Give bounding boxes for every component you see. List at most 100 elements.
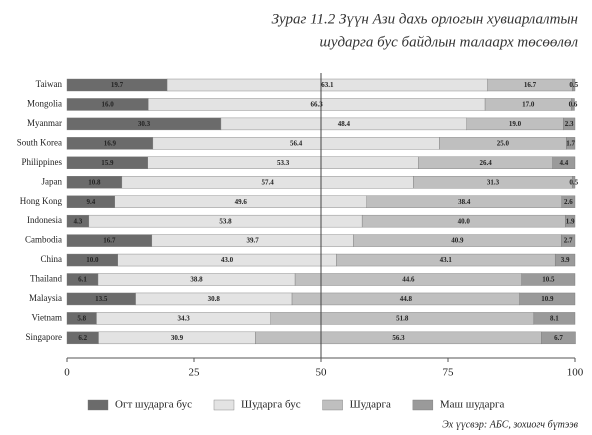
value-label: 26.4 bbox=[479, 159, 492, 167]
chart-title: шударга бус байдлын талаарх төсөөлөл bbox=[320, 34, 579, 50]
y-tick-label: Taiwan bbox=[36, 79, 63, 89]
value-label: 10.8 bbox=[88, 178, 101, 186]
value-label: 30.8 bbox=[208, 295, 221, 303]
value-label: 40.9 bbox=[451, 237, 464, 245]
x-tick-label: 100 bbox=[567, 367, 584, 379]
value-label: 53.3 bbox=[277, 159, 290, 167]
bar-segment bbox=[572, 78, 576, 92]
bar-segment bbox=[541, 331, 576, 345]
x-tick-label: 50 bbox=[316, 367, 328, 379]
value-label: 38.4 bbox=[458, 198, 471, 206]
y-tick-label: Japan bbox=[42, 176, 63, 186]
value-label: 19.0 bbox=[509, 120, 522, 128]
legend-label: Огт шударга бус bbox=[115, 399, 192, 411]
value-label: 51.8 bbox=[396, 315, 409, 323]
value-label: 43.0 bbox=[221, 256, 234, 264]
bar-segment bbox=[566, 137, 576, 150]
value-label: 2.6 bbox=[564, 198, 573, 206]
bar-segment bbox=[563, 117, 576, 131]
value-label: 31.3 bbox=[487, 178, 500, 186]
bar-segment bbox=[554, 253, 576, 267]
bar-segment bbox=[561, 195, 576, 208]
x-tick-label: 75 bbox=[443, 367, 455, 379]
value-label: 30.3 bbox=[138, 120, 151, 128]
value-label: 9.4 bbox=[87, 198, 96, 206]
legend-label: Маш шударга bbox=[440, 399, 505, 411]
legend-swatch bbox=[87, 399, 109, 411]
value-label: 0.5 bbox=[569, 81, 578, 89]
value-label: 25.0 bbox=[497, 139, 510, 147]
value-label: 16.9 bbox=[104, 139, 117, 147]
value-label: 10.5 bbox=[542, 276, 555, 284]
y-tick-label: Myanmar bbox=[27, 118, 62, 128]
value-label: 17.0 bbox=[522, 101, 535, 109]
value-label: 6.2 bbox=[78, 334, 87, 342]
value-label: 4.4 bbox=[559, 159, 568, 167]
y-tick-label: Mongolia bbox=[27, 99, 62, 109]
y-tick-label: Malaysia bbox=[29, 293, 62, 303]
value-label: 30.9 bbox=[171, 334, 184, 342]
y-tick-label: China bbox=[41, 254, 63, 264]
bar-segment bbox=[561, 234, 576, 247]
bar-segment bbox=[565, 214, 576, 228]
bar-segment bbox=[521, 273, 576, 286]
value-label: 5.8 bbox=[77, 315, 86, 323]
legend-swatch bbox=[322, 399, 343, 411]
value-label: 15.9 bbox=[101, 159, 114, 167]
bar-segment bbox=[552, 156, 576, 170]
value-label: 6.1 bbox=[78, 276, 87, 284]
value-label: 56.3 bbox=[392, 334, 405, 342]
value-label: 38.8 bbox=[190, 276, 203, 284]
value-label: 6.7 bbox=[554, 334, 563, 342]
value-label: 40.0 bbox=[458, 217, 471, 225]
value-label: 2.7 bbox=[564, 237, 573, 245]
x-tick-label: 25 bbox=[189, 367, 201, 379]
value-label: 2.3 bbox=[565, 120, 574, 128]
value-label: 44.6 bbox=[402, 276, 415, 284]
legend-label: Шударга bbox=[350, 399, 391, 411]
y-tick-label: Vietnam bbox=[32, 312, 62, 322]
value-label: 16.7 bbox=[524, 81, 537, 89]
value-label: 8.1 bbox=[550, 315, 559, 323]
y-tick-label: Singapore bbox=[26, 332, 63, 342]
value-label: 3.9 bbox=[561, 256, 570, 264]
bar-segment bbox=[519, 292, 576, 306]
value-label: 19.7 bbox=[111, 81, 124, 89]
y-tick-label: Philippines bbox=[21, 157, 62, 167]
value-label: 66.3 bbox=[311, 101, 324, 109]
value-label: 63.1 bbox=[321, 81, 334, 89]
chart-title: Зураг 11.2 Зүүн Ази дахь орлогын хувиарл… bbox=[272, 11, 578, 27]
y-tick-label: Cambodia bbox=[25, 235, 62, 245]
value-label: 0.5 bbox=[569, 178, 578, 186]
bar-segment bbox=[572, 176, 576, 189]
value-label: 43.1 bbox=[440, 256, 453, 264]
legend-swatch bbox=[213, 399, 235, 411]
value-label: 0.6 bbox=[569, 101, 578, 109]
bar-segment bbox=[571, 98, 575, 111]
value-label: 4.3 bbox=[74, 217, 83, 225]
value-label: 56.4 bbox=[290, 139, 303, 147]
value-label: 13.5 bbox=[95, 295, 108, 303]
value-label: 34.3 bbox=[177, 315, 190, 323]
value-label: 10.9 bbox=[541, 295, 554, 303]
y-tick-label: South Korea bbox=[17, 137, 62, 147]
value-label: 53.8 bbox=[219, 217, 232, 225]
value-label: 16.7 bbox=[103, 237, 116, 245]
value-label: 1.9 bbox=[566, 217, 575, 225]
legend-label: Шударга бус bbox=[241, 399, 301, 411]
value-label: 57.4 bbox=[262, 178, 275, 186]
source-note: Эх үүсвэр: АБС, зохиогч бүтээв bbox=[442, 419, 578, 430]
y-tick-label: Thailand bbox=[30, 274, 62, 284]
value-label: 16.0 bbox=[102, 101, 115, 109]
value-label: 10.0 bbox=[86, 256, 99, 264]
legend-swatch bbox=[412, 399, 434, 411]
value-label: 49.6 bbox=[235, 198, 248, 206]
bar-segment bbox=[533, 312, 576, 325]
y-tick-label: Indonesia bbox=[27, 215, 62, 225]
value-label: 1.7 bbox=[566, 139, 575, 147]
y-tick-label: Hong Kong bbox=[20, 196, 63, 206]
x-tick-label: 0 bbox=[64, 367, 70, 379]
value-label: 44.8 bbox=[400, 295, 413, 303]
value-label: 39.7 bbox=[247, 237, 260, 245]
